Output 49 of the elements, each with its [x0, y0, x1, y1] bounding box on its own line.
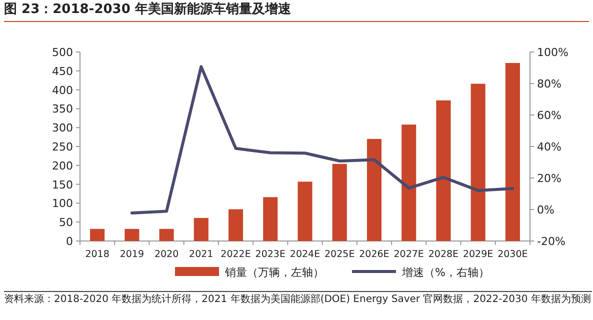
bar	[402, 124, 416, 241]
x-tick-label: 2029E	[462, 249, 494, 260]
y-tick-label: 200	[52, 159, 73, 172]
y2-tick-label: 0%	[537, 204, 554, 216]
bar	[228, 209, 244, 241]
x-tick-label: 2030E	[498, 249, 528, 260]
y2-tick-label: 60%	[537, 109, 562, 122]
y-tick-label: 400	[52, 84, 73, 97]
bar	[90, 228, 105, 241]
x-tick-label: 2021	[189, 249, 214, 260]
y-tick-label: 150	[52, 178, 73, 192]
y2-tick-label: 20%	[537, 172, 562, 185]
x-tick-label: 2025E	[324, 249, 355, 260]
x-tick-label: 2019	[120, 249, 144, 260]
x-tick-label: 2018	[85, 249, 110, 260]
bar	[124, 228, 140, 241]
y2-tick-label: 80%	[537, 78, 562, 90]
bar	[194, 218, 208, 241]
y-tick-label: 500	[52, 46, 73, 59]
y-tick-label: 250	[52, 140, 73, 154]
x-tick-label: 2023E	[255, 249, 286, 260]
y2-tick-label: -20%	[537, 235, 566, 248]
bar	[470, 84, 486, 241]
y-tick-label: 350	[52, 102, 73, 116]
y-tick-label: 300	[52, 122, 73, 135]
bar	[366, 138, 382, 241]
line-series	[130, 65, 514, 214]
bar	[436, 100, 451, 241]
x-tick-label: 2026E	[359, 249, 390, 260]
text: 资料来源：2018-2020 年数据为统计所得，2021 年数据为美国能源部(DOE) Energy Saver 官网数据，2022-2030 年数据为预测	[4, 293, 592, 306]
x-tick-label: 2022E	[220, 249, 251, 260]
x-tick-label: 2020	[154, 249, 179, 260]
y-tick-label: 0	[66, 235, 73, 248]
chart-title: 图 23：2018-2030 年美国新能源车销量及增速	[4, 2, 589, 22]
y2-tick-label: 100%	[537, 46, 568, 59]
bar	[505, 62, 520, 241]
x-tick-label: 2028E	[428, 249, 459, 260]
legend-label: 销量（万辆，左轴）	[224, 266, 324, 279]
y-tick-label: 450	[52, 64, 73, 78]
legend-label: 增速（%，右轴）	[401, 266, 490, 279]
y2-tick-label: 40%	[537, 140, 562, 154]
bar	[298, 182, 312, 241]
bar	[263, 197, 278, 241]
y-tick-label: 50	[59, 216, 73, 230]
bar	[159, 228, 174, 241]
bar	[332, 164, 347, 241]
x-tick-label: 2024E	[290, 249, 320, 260]
y-tick-label: 100	[52, 197, 73, 210]
x-tick-label: 2027E	[394, 249, 424, 260]
